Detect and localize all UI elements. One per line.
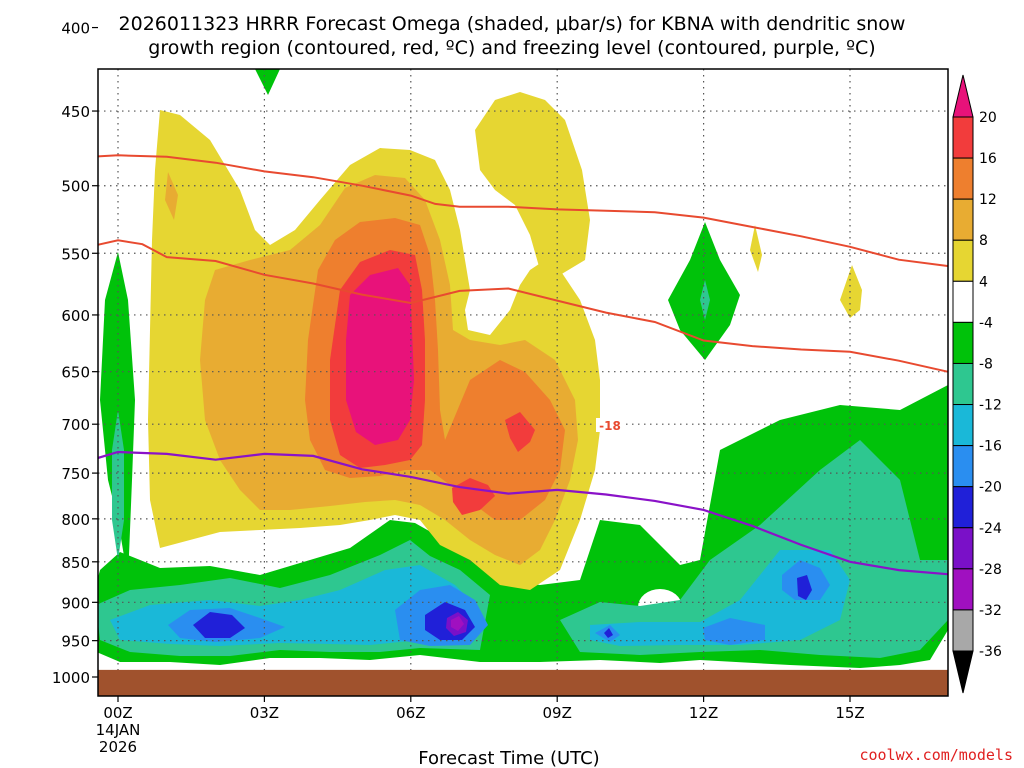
- colorbar-swatch: [952, 157, 974, 200]
- colorbar-level-label: -28: [979, 562, 1002, 578]
- x-tick-label: 03Z: [250, 704, 279, 722]
- omega-region-pos16-small2: [505, 412, 535, 452]
- omega-region-neg8-plume-12z: [700, 280, 710, 320]
- y-tick-label: 500: [61, 178, 90, 196]
- colorbar-swatch: [952, 527, 974, 570]
- x-tick-label: 00Z: [103, 704, 132, 722]
- plot-frame: [97, 68, 949, 697]
- ground-surface: [98, 669, 948, 696]
- omega-region-neg28: [451, 616, 464, 631]
- omega-region-pos4-upper-right: [475, 92, 590, 275]
- colorbar-swatch: [952, 609, 974, 652]
- chart-title-line1: 2026011323 HRRR Forecast Omega (shaded, …: [119, 13, 906, 35]
- y-tick-label: 450: [61, 103, 90, 121]
- omega-region-pos8-small: [165, 172, 178, 220]
- omega-region-neg12: [110, 550, 850, 646]
- chart-title-line2: growth region (contoured, red, ºC) and f…: [148, 37, 875, 59]
- colorbar-level-label: -20: [979, 480, 1002, 496]
- colorbar-swatch: [952, 280, 974, 323]
- colorbar-swatch: [952, 239, 974, 282]
- dendritic-contour-label: -18: [599, 419, 621, 433]
- y-tick-label: 750: [61, 465, 90, 483]
- colorbar-swatch: [952, 445, 974, 488]
- omega-region-pos4-blob1: [750, 225, 762, 272]
- y-tick-label: 400: [61, 20, 90, 38]
- colorbar-level-label: -4: [979, 315, 993, 331]
- x-tick-label: 15Z: [835, 704, 864, 722]
- contour-layer: [98, 154, 948, 576]
- colorbar-swatch: [952, 198, 974, 241]
- y-tick-label: 850: [61, 554, 90, 572]
- x-tick-year-label: 2026: [99, 738, 137, 756]
- omega-shading-layer: [98, 69, 948, 696]
- colorbar-level-label: 8: [979, 233, 988, 249]
- x-axis-label: Forecast Time (UTC): [418, 748, 599, 768]
- x-tick-label: 09Z: [543, 704, 572, 722]
- y-tick-label: 800: [61, 511, 90, 529]
- colorbar-level-label: 16: [979, 151, 997, 167]
- grid-lines: [98, 69, 948, 696]
- x-tick-label: 06Z: [396, 704, 425, 722]
- source-credit: coolwx.com/models: [859, 746, 1013, 764]
- x-tick-date-label: 14JAN: [96, 721, 141, 739]
- x-tick-label: 12Z: [689, 704, 718, 722]
- omega-region-pos20: [346, 268, 414, 445]
- colorbar-level-label: -36: [979, 644, 1002, 660]
- colorbar-swatch: [952, 116, 974, 159]
- y-tick-label: 700: [61, 416, 90, 434]
- dendritic-growth-contour-lower: [98, 239, 948, 373]
- colorbar-level-label: -24: [979, 521, 1002, 537]
- colorbar-swatch: [952, 321, 974, 364]
- colorbar-level-label: -8: [979, 356, 993, 372]
- y-tick-label: 550: [61, 245, 90, 263]
- colorbar-swatch: [952, 486, 974, 529]
- colorbar-max-arrow: [952, 74, 974, 118]
- colorbar-swatch: [952, 568, 974, 611]
- colorbar-level-label: 4: [979, 274, 988, 290]
- colorbar-level-label: -12: [979, 398, 1002, 414]
- omega-region-neg16: [168, 560, 830, 646]
- y-tick-label: 600: [61, 307, 90, 325]
- dendritic-growth-contour-upper: [98, 154, 948, 267]
- colorbar: 20 16 12 8 4 -4 -8 -12 -16 -20 -24 -28 -32 -36: [952, 74, 1002, 694]
- y-axis: 2503003504004505005506006507007508008509…: [52, 20, 98, 687]
- omega-region-neg8-plume-left: [112, 410, 124, 560]
- freezing-level-contour: [98, 450, 948, 576]
- colorbar-level-label: 12: [979, 192, 997, 208]
- omega-region-pos4-blob2: [840, 265, 862, 318]
- colorbar-swatch: [952, 362, 974, 406]
- colorbar-swatch: [952, 404, 974, 447]
- y-tick-label: 900: [61, 594, 90, 612]
- colorbar-level-label: -32: [979, 603, 1002, 619]
- contour-label-background: [596, 418, 624, 432]
- y-tick-label: 950: [61, 633, 90, 651]
- y-tick-label: 1000: [52, 669, 90, 687]
- colorbar-min-arrow: [952, 650, 974, 694]
- colorbar-level-label: 20: [979, 110, 997, 126]
- omega-region-neg4-top: [255, 69, 280, 95]
- colorbar-level-label: -16: [979, 439, 1002, 455]
- y-tick-label: 650: [61, 364, 90, 382]
